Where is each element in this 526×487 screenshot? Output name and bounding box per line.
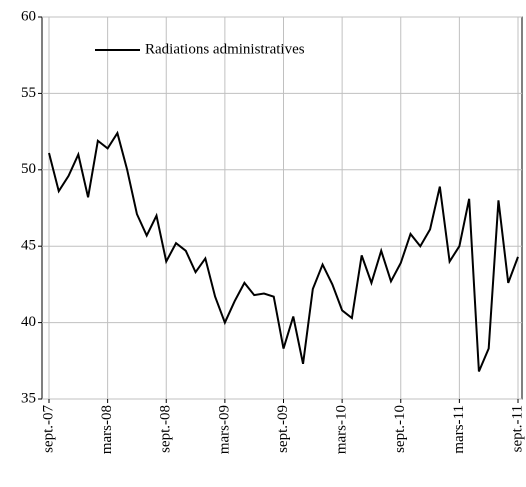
x-tick-label: sept.-11 xyxy=(509,405,525,452)
x-tick-label: mars-09 xyxy=(216,405,232,454)
x-tick-label: mars-08 xyxy=(99,405,115,454)
line-series xyxy=(48,130,519,372)
y-tick-label: 60 xyxy=(21,8,36,24)
x-tick-label: sept.-08 xyxy=(158,405,174,453)
y-tick-label: 40 xyxy=(21,314,36,330)
x-tick-label: sept.-07 xyxy=(40,405,56,453)
y-tick-label: 45 xyxy=(21,238,36,254)
x-tick-label: mars-11 xyxy=(451,405,467,454)
y-tick-label: 50 xyxy=(21,161,36,177)
legend-label: Radiations administratives xyxy=(145,41,305,57)
x-tick-label: mars-10 xyxy=(334,405,350,454)
x-tick-label: sept.-09 xyxy=(275,405,291,453)
x-tick-label: sept.-10 xyxy=(392,405,408,453)
y-tick-label: 55 xyxy=(21,85,36,101)
y-tick-label: 35 xyxy=(21,390,36,406)
